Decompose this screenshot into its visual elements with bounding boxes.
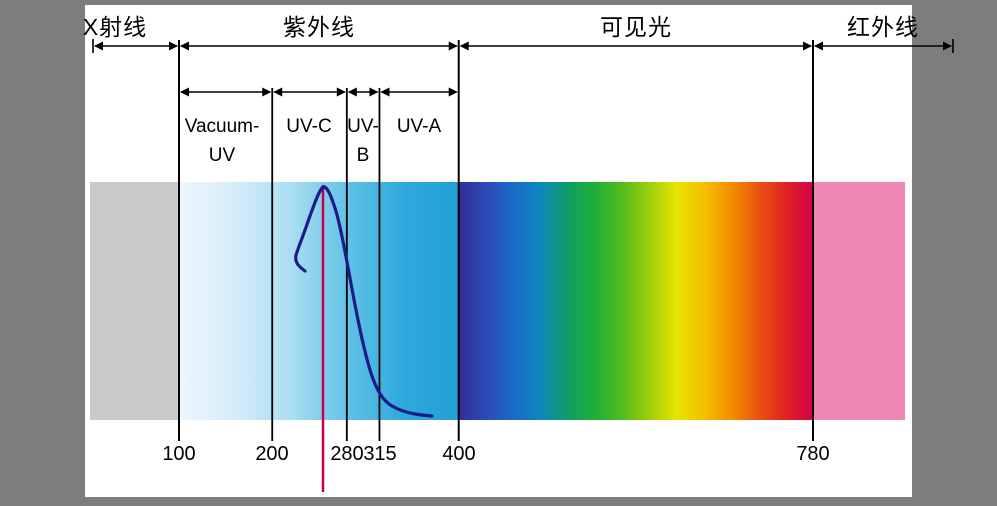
region-label-xray: X射线 [82, 14, 148, 40]
uv-band-label-uvc: UV-C [286, 112, 331, 141]
tick-label-200: 200 [255, 443, 289, 465]
ir-range-arrow-right [943, 41, 952, 51]
uv-band-label-vacuum-uv: Vacuum- UV [185, 112, 260, 170]
band-infrared [813, 182, 905, 420]
tick-label-100: 100 [162, 443, 196, 465]
tick-label-400: 400 [442, 443, 476, 465]
spectrum-band [90, 182, 905, 420]
uv-band-label-line2: UV [208, 145, 236, 166]
band-visible [458, 182, 813, 420]
tick-label-280: 280 [330, 443, 364, 465]
tick-label-315: 315 [363, 443, 397, 465]
uv-band-label-line2: B [356, 145, 370, 166]
uv-band-label-line1: Vacuum- [184, 116, 260, 137]
band-xray [90, 182, 179, 420]
tick-label-780: 780 [796, 443, 830, 465]
uv-band-label-uvb: UV- B [347, 112, 379, 170]
region-label-uv: 紫外线 [283, 14, 355, 40]
region-label-infrared: 红外线 [847, 14, 919, 40]
uv-band-label-line1: UV-A [396, 116, 442, 137]
uv-band-label-uva: UV-A [397, 112, 441, 141]
region-label-visible: 可见光 [600, 14, 672, 40]
band-uv [179, 182, 458, 420]
uv-band-label-line1: UV-C [286, 116, 332, 137]
uv-band-label-line1: UV- [347, 116, 379, 137]
